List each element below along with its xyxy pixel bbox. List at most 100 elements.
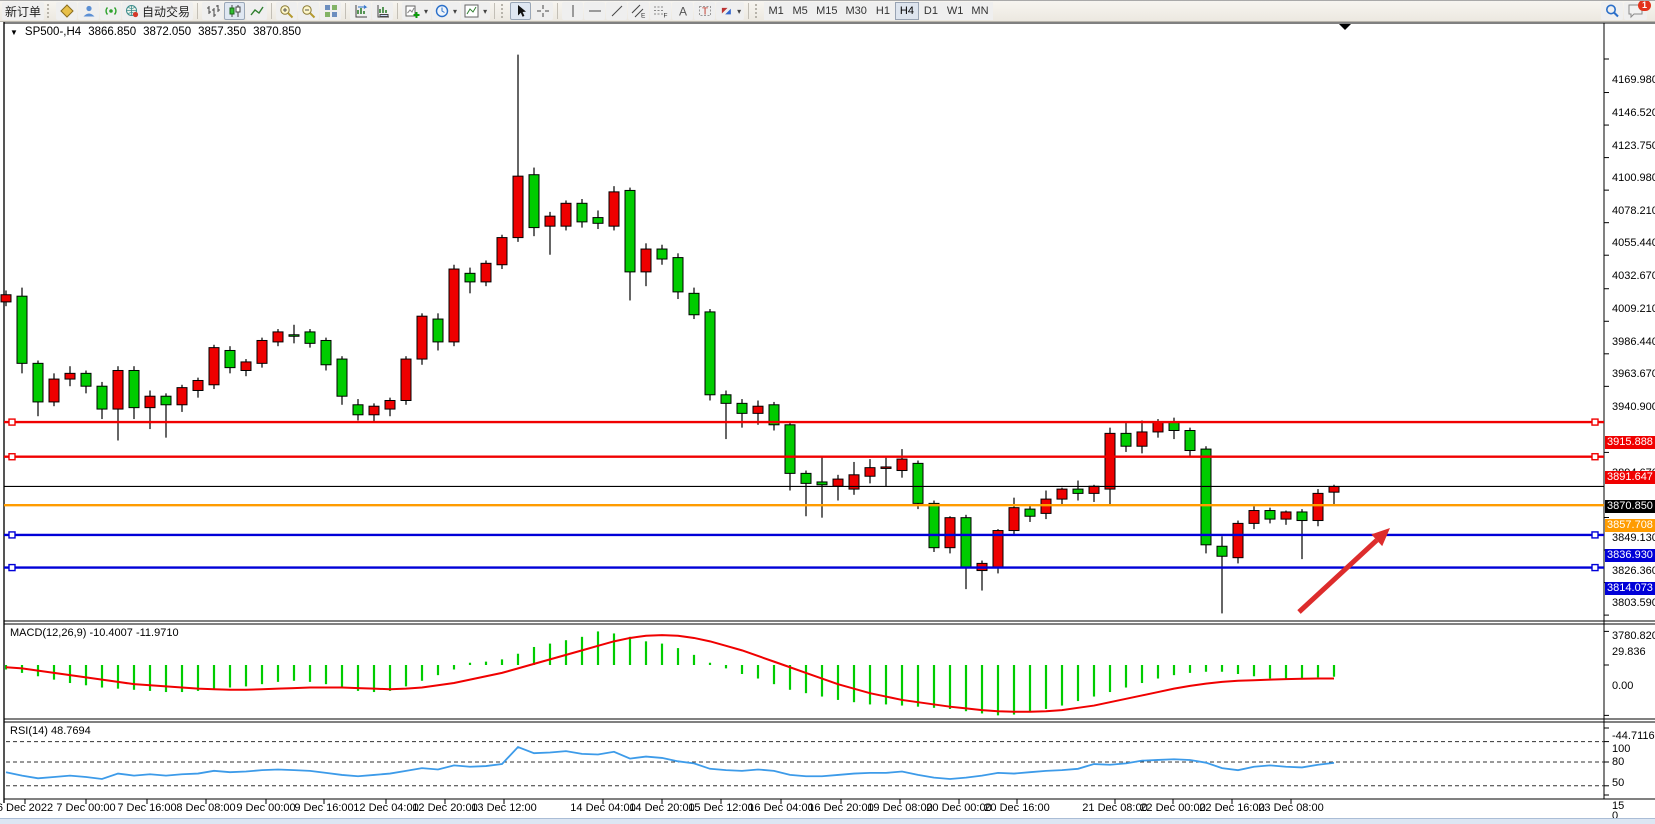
candlestick-chart-button[interactable] <box>224 2 246 20</box>
indicator-windows-button[interactable] <box>372 2 394 20</box>
fibonacci-button[interactable]: F <box>650 2 672 20</box>
time-axis-label: 16 Dec 20:00 <box>808 802 874 814</box>
candle-body <box>0 294 12 303</box>
line-handle[interactable] <box>1591 418 1599 426</box>
svg-text:A: A <box>679 5 687 19</box>
price-line-label: 3814.073 <box>1605 581 1655 595</box>
new-chart-icon <box>405 5 420 18</box>
candle-body <box>880 466 892 469</box>
candle-body <box>1136 431 1148 447</box>
annotation-arrow-head[interactable] <box>1371 528 1390 547</box>
new-chart-button[interactable]: ▾ <box>402 2 432 20</box>
svg-text:T: T <box>702 7 708 18</box>
zoom-in-button[interactable] <box>276 2 298 20</box>
notifications-button[interactable]: 1 <box>1624 1 1651 20</box>
time-axis-label: 23 Dec 08:00 <box>1258 802 1324 814</box>
community-button[interactable] <box>78 2 100 20</box>
crosshair-button[interactable] <box>532 2 554 20</box>
candle-body <box>192 379 204 391</box>
bar-chart-button[interactable] <box>202 2 224 20</box>
text-label-button[interactable]: T <box>694 2 716 20</box>
trendline-button[interactable] <box>606 2 628 20</box>
rsi-line <box>5 745 1335 780</box>
arrows-tool-button[interactable]: ▾ <box>716 2 745 20</box>
search-button[interactable] <box>1601 2 1623 20</box>
candle-body <box>592 217 604 224</box>
timeframe-h1-button[interactable]: H1 <box>870 2 895 20</box>
candle-body <box>496 237 508 266</box>
toolbar-separator <box>271 3 273 19</box>
price-axis-tick: 3826.360 <box>1612 564 1655 577</box>
toolbar-separator <box>345 3 347 19</box>
candle-body <box>112 369 124 410</box>
zoom-out-button[interactable] <box>298 2 320 20</box>
candle-body <box>1232 522 1244 559</box>
period-clock-button[interactable]: ▾ <box>432 2 461 20</box>
candle-body <box>176 387 188 406</box>
timeframe-group: M1 M5 M15 M30 H1 H4 D1 W1 MN <box>764 2 993 20</box>
line-handle[interactable] <box>8 563 16 572</box>
time-axis-label: 15 Dec 12:00 <box>688 802 754 814</box>
cursor-button[interactable] <box>510 2 532 20</box>
indicators-button[interactable] <box>350 2 372 20</box>
line-handle[interactable] <box>1591 453 1599 461</box>
candle-body <box>1056 488 1068 500</box>
diamond-icon <box>59 4 74 18</box>
candle-body <box>288 334 300 337</box>
auto-trading-button[interactable]: 自动交易 <box>122 2 194 20</box>
price-axis-tick: 3986.440 <box>1612 335 1655 348</box>
macd-axis-tick: 0.00 <box>1612 679 1634 692</box>
chart-area[interactable]: ▼ SP500-,H4 3866.850 3872.050 3857.350 3… <box>0 22 1655 824</box>
candle-body <box>896 458 908 472</box>
timeframe-h4-button[interactable]: H4 <box>894 2 919 20</box>
candle-body <box>16 295 28 364</box>
macd-axis-tick: -44.7116 <box>1612 729 1655 742</box>
candle-body <box>768 404 780 426</box>
timeframe-m1-button[interactable]: M1 <box>764 2 789 20</box>
toolbar-separator <box>557 3 559 19</box>
favorites-button[interactable] <box>56 2 78 20</box>
price-line-label: 3915.888 <box>1605 436 1655 450</box>
status-strip <box>0 818 1655 824</box>
equidistant-channel-button[interactable]: E <box>628 2 650 20</box>
candle-body <box>480 262 492 283</box>
signals-button[interactable] <box>100 2 122 20</box>
candle-body <box>160 395 172 406</box>
timeframe-m5-button[interactable]: M5 <box>788 2 813 20</box>
rsi-axis-tick: 15 <box>1612 800 1625 813</box>
candle-body <box>1104 432 1116 490</box>
chart-canvas[interactable] <box>0 22 1655 824</box>
timeframe-m30-button[interactable]: M30 <box>841 2 871 20</box>
template-button[interactable]: ▾ <box>461 2 491 20</box>
timeframe-m15-button[interactable]: M15 <box>812 2 842 20</box>
text-button[interactable]: A <box>672 2 694 20</box>
line-chart-button[interactable] <box>246 2 268 20</box>
new-order-button[interactable]: 新订单 <box>2 2 45 20</box>
candle-body <box>528 174 540 229</box>
timeframe-mn-button[interactable]: MN <box>967 2 993 20</box>
candle-body <box>1024 508 1036 517</box>
tile-windows-button[interactable] <box>320 2 342 20</box>
horizontal-line-button[interactable] <box>584 2 606 20</box>
line-handle[interactable] <box>1591 531 1599 539</box>
vertical-line-button[interactable] <box>562 2 584 20</box>
candle-body <box>1200 448 1212 546</box>
notification-badge: 1 <box>1638 1 1651 11</box>
line-handle[interactable] <box>8 453 16 461</box>
candle-body <box>704 311 716 396</box>
line-handle[interactable] <box>8 531 16 539</box>
collapse-triangle-icon[interactable]: ▼ <box>10 27 18 37</box>
person-icon <box>83 5 95 17</box>
price-axis-tick: 4009.210 <box>1612 303 1655 316</box>
time-axis-label: 8 Dec 08:00 <box>176 802 236 814</box>
timeframe-w1-button[interactable]: W1 <box>942 2 968 20</box>
candle-body <box>1072 488 1084 494</box>
line-handle[interactable] <box>1591 563 1599 572</box>
macd-axis-tick: 29.836 <box>1612 645 1646 658</box>
timeframe-d1-button[interactable]: D1 <box>918 2 943 20</box>
line-handle[interactable] <box>8 418 16 426</box>
arrows-icon <box>721 7 731 15</box>
toolbar-grip <box>47 4 53 18</box>
annotation-arrow-shaft[interactable] <box>1297 538 1379 614</box>
indicators-icon <box>355 5 368 18</box>
